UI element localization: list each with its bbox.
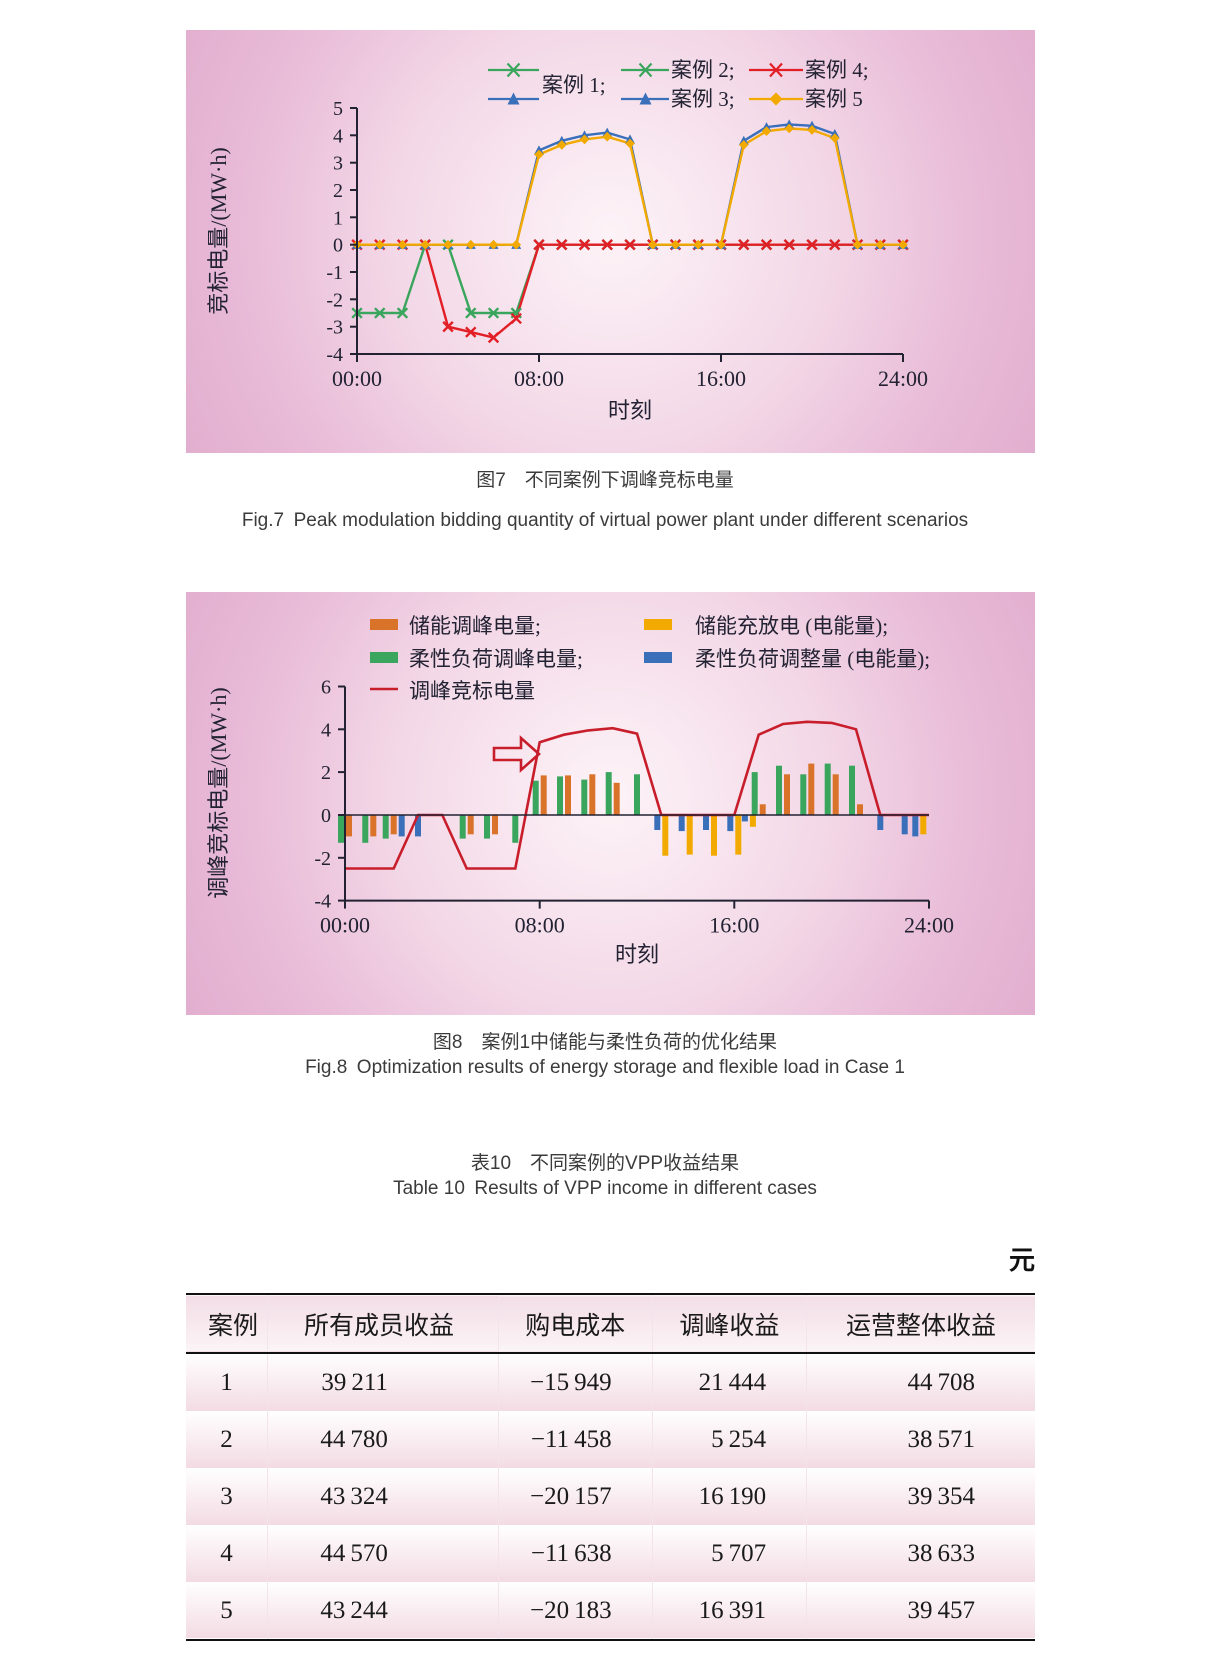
- svg-text:柔性负荷调峰电量;: 柔性负荷调峰电量;: [409, 647, 583, 671]
- svg-text:-1: -1: [326, 262, 343, 284]
- svg-text:时刻: 时刻: [615, 942, 659, 967]
- svg-text:储能充放电 (电能量);: 储能充放电 (电能量);: [695, 614, 888, 638]
- svg-text:案例 4;: 案例 4;: [805, 58, 869, 82]
- svg-text:3: 3: [333, 153, 343, 175]
- svg-text:24:00: 24:00: [878, 366, 928, 391]
- svg-text:时刻: 时刻: [608, 398, 652, 423]
- svg-text:竞标电量/(MW·h): 竞标电量/(MW·h): [206, 147, 231, 314]
- svg-text:-4: -4: [314, 891, 331, 913]
- svg-text:0: 0: [321, 805, 331, 827]
- svg-text:调峰竞标电量: 调峰竞标电量: [409, 679, 535, 703]
- svg-text:5: 5: [333, 98, 343, 120]
- svg-text:-4: -4: [326, 344, 343, 366]
- svg-text:案例 1;: 案例 1;: [542, 73, 606, 97]
- svg-text:4: 4: [321, 719, 331, 741]
- svg-text:案例 5: 案例 5: [805, 87, 863, 111]
- svg-text:00:00: 00:00: [332, 366, 382, 391]
- svg-text:0: 0: [333, 235, 343, 257]
- svg-text:08:00: 08:00: [515, 913, 565, 938]
- svg-text:调峰竞标电量/(MW·h): 调峰竞标电量/(MW·h): [206, 687, 231, 898]
- svg-text:案例 3;: 案例 3;: [671, 87, 735, 111]
- svg-text:柔性负荷调整量 (电能量);: 柔性负荷调整量 (电能量);: [695, 647, 930, 671]
- svg-text:储能调峰电量;: 储能调峰电量;: [409, 614, 541, 638]
- svg-text:16:00: 16:00: [696, 366, 746, 391]
- svg-text:-2: -2: [314, 848, 331, 870]
- svg-text:6: 6: [321, 677, 331, 699]
- svg-text:-2: -2: [326, 289, 343, 311]
- svg-text:1: 1: [333, 207, 343, 229]
- svg-text:2: 2: [333, 180, 343, 202]
- svg-text:案例 2;: 案例 2;: [671, 58, 735, 82]
- svg-text:4: 4: [333, 125, 343, 147]
- svg-text:-3: -3: [326, 317, 343, 339]
- svg-text:24:00: 24:00: [904, 913, 954, 938]
- svg-text:00:00: 00:00: [320, 913, 370, 938]
- svg-text:08:00: 08:00: [514, 366, 564, 391]
- svg-text:16:00: 16:00: [709, 913, 759, 938]
- svg-text:2: 2: [321, 762, 331, 784]
